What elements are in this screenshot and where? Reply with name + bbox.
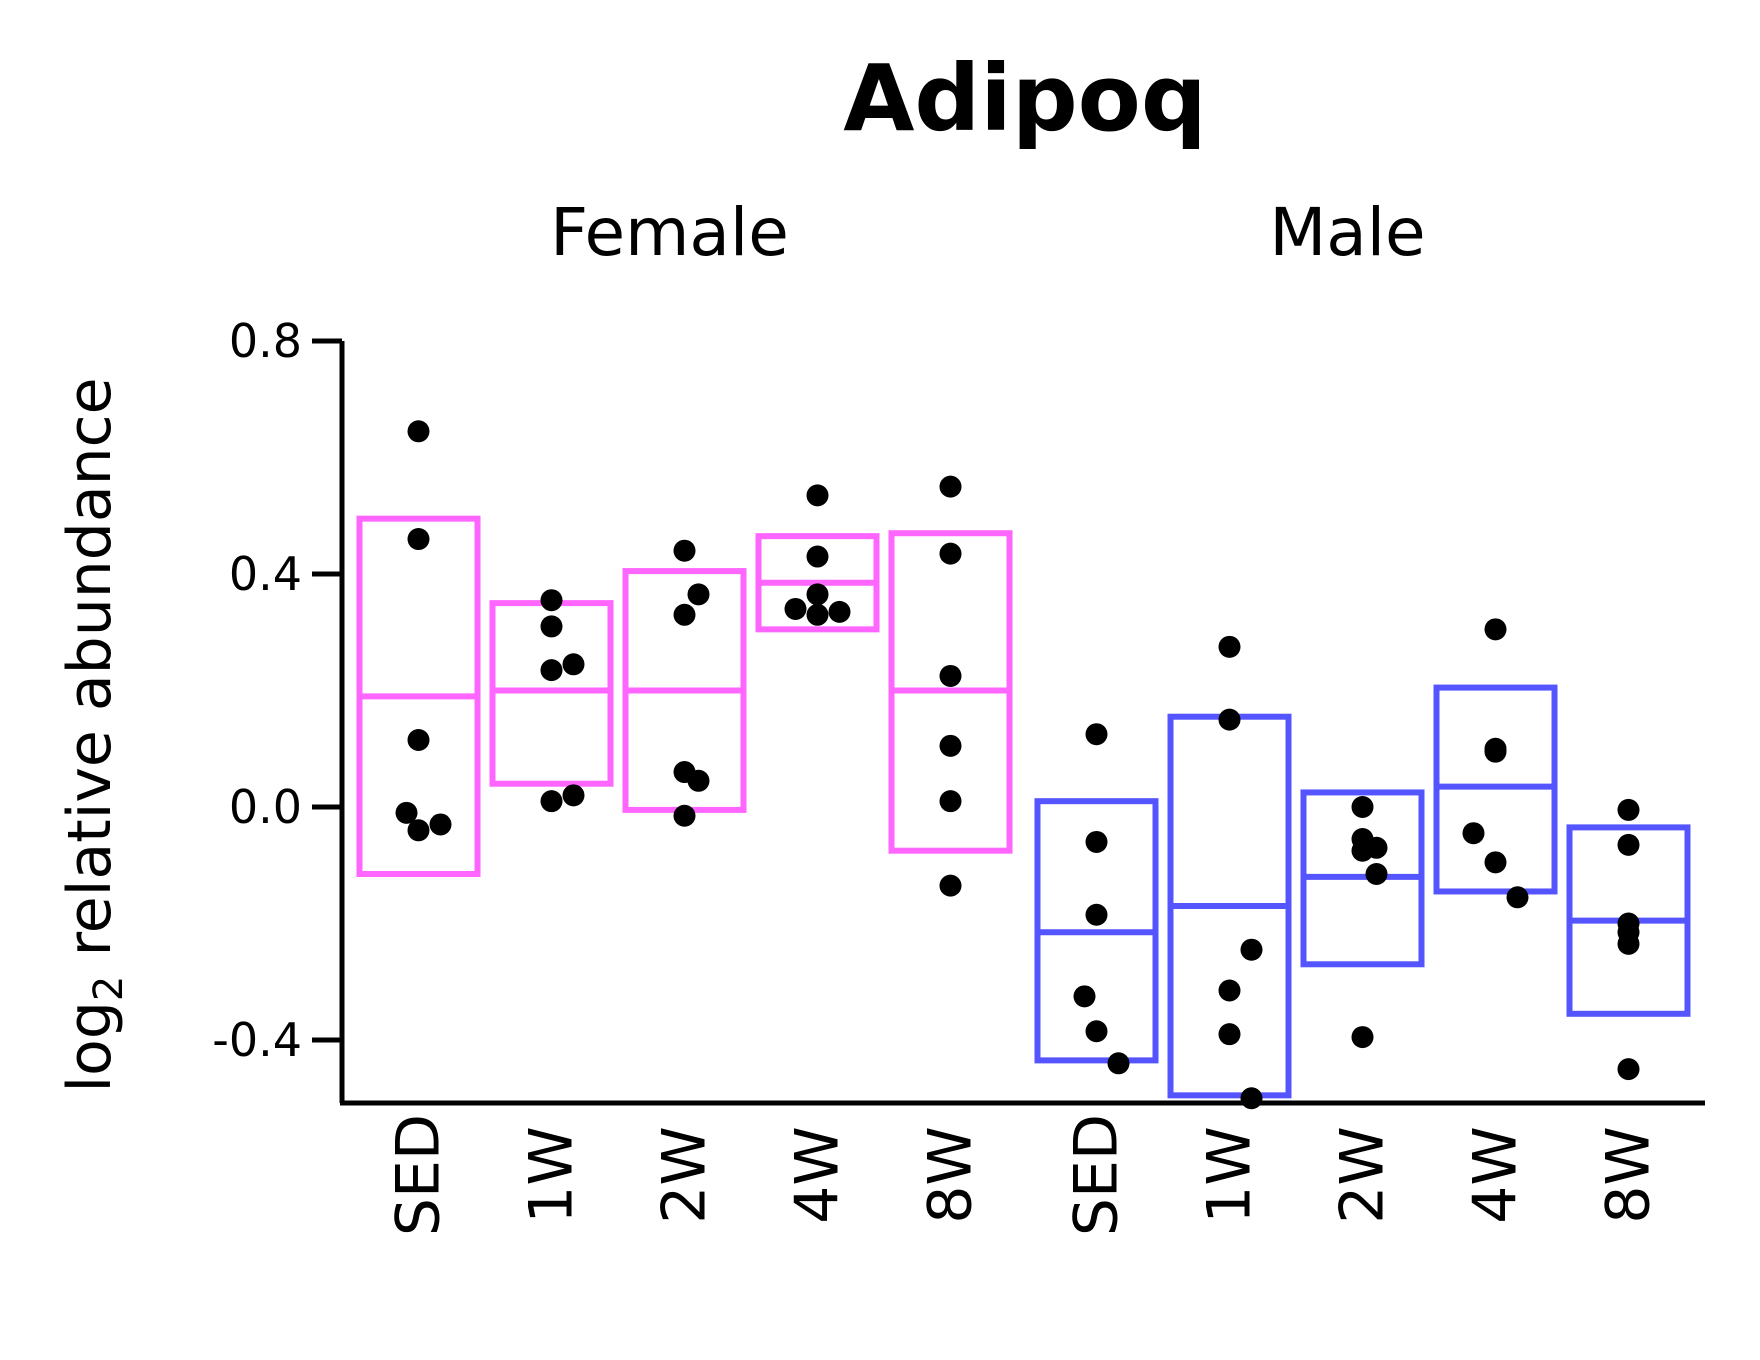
data-point bbox=[1240, 1087, 1263, 1110]
y-tick-label: -0.4 bbox=[212, 1013, 302, 1067]
data-point bbox=[1617, 1058, 1640, 1081]
x-tick-label: 4W bbox=[783, 1126, 853, 1224]
data-point bbox=[1365, 862, 1388, 885]
data-point bbox=[939, 542, 962, 565]
data-point bbox=[540, 615, 563, 638]
data-point bbox=[1617, 833, 1640, 856]
data-point bbox=[407, 729, 430, 752]
data-point bbox=[540, 589, 563, 612]
data-point bbox=[1085, 903, 1108, 926]
data-point bbox=[939, 475, 962, 498]
data-point bbox=[939, 664, 962, 687]
x-tick-label: SED bbox=[384, 1114, 454, 1236]
data-point bbox=[939, 790, 962, 813]
data-point bbox=[1484, 618, 1507, 641]
x-tick-label: SED bbox=[1062, 1114, 1132, 1236]
y-tick-label: 0.0 bbox=[229, 780, 302, 834]
data-point bbox=[407, 819, 430, 842]
y-tick-label: 0.4 bbox=[229, 547, 302, 601]
x-tick-label: 1W bbox=[517, 1126, 587, 1224]
data-point bbox=[1462, 822, 1485, 845]
facet-label-female: Female bbox=[550, 194, 789, 271]
y-axis-label-subscript: 2 bbox=[86, 976, 132, 1001]
data-point bbox=[673, 539, 696, 562]
x-tick-label: 8W bbox=[1594, 1126, 1664, 1224]
y-tick-label: 0.8 bbox=[229, 314, 302, 368]
data-point bbox=[784, 597, 807, 620]
data-point bbox=[687, 769, 710, 792]
data-point bbox=[1218, 1023, 1241, 1046]
data-point bbox=[1085, 1020, 1108, 1043]
x-tick-label: 8W bbox=[916, 1126, 986, 1224]
data-point bbox=[1218, 708, 1241, 731]
data-point bbox=[1617, 798, 1640, 821]
x-tick-label: 2W bbox=[650, 1126, 720, 1224]
y-axis-label: log2 relative abundance bbox=[55, 377, 132, 1092]
data-point bbox=[1506, 886, 1529, 909]
data-point bbox=[1085, 723, 1108, 746]
data-point bbox=[687, 583, 710, 606]
data-point bbox=[673, 804, 696, 827]
data-point bbox=[1351, 796, 1374, 818]
data-point bbox=[939, 734, 962, 757]
data-point bbox=[562, 784, 585, 807]
data-point bbox=[1484, 851, 1507, 874]
data-point bbox=[1073, 985, 1096, 1008]
data-point bbox=[1240, 938, 1263, 961]
data-point bbox=[1218, 635, 1241, 658]
data-point bbox=[828, 600, 851, 623]
y-axis-label-rest: relative abundance bbox=[55, 377, 125, 975]
data-point bbox=[562, 653, 585, 676]
data-point bbox=[1617, 932, 1640, 955]
facet-label-male: Male bbox=[1269, 194, 1425, 271]
y-axis-label-main: log bbox=[55, 1001, 125, 1092]
data-point bbox=[395, 801, 418, 824]
data-point bbox=[407, 420, 430, 443]
data-point bbox=[540, 659, 563, 682]
data-point bbox=[939, 874, 962, 897]
data-point bbox=[806, 583, 829, 606]
data-point bbox=[1351, 1026, 1374, 1049]
data-point bbox=[1484, 737, 1507, 760]
data-point bbox=[1351, 828, 1374, 851]
data-point bbox=[673, 603, 696, 626]
x-tick-label: 4W bbox=[1461, 1126, 1531, 1224]
data-point bbox=[540, 790, 563, 813]
data-point bbox=[806, 603, 829, 626]
data-point bbox=[407, 528, 430, 551]
data-point bbox=[429, 813, 452, 836]
plot-area: 0.8 0.4 0.0 -0.4 Female SED 1W 2W 4W 8W Male SED 1W 2… bbox=[212, 194, 1705, 1236]
data-point bbox=[1107, 1052, 1130, 1075]
x-tick-label: 2W bbox=[1328, 1126, 1398, 1224]
data-point bbox=[806, 545, 829, 568]
data-point bbox=[806, 484, 829, 507]
data-point bbox=[1085, 830, 1108, 853]
x-tick-label: 1W bbox=[1195, 1126, 1265, 1224]
data-point bbox=[1218, 979, 1241, 1002]
chart-title: Adipoq bbox=[843, 45, 1207, 152]
